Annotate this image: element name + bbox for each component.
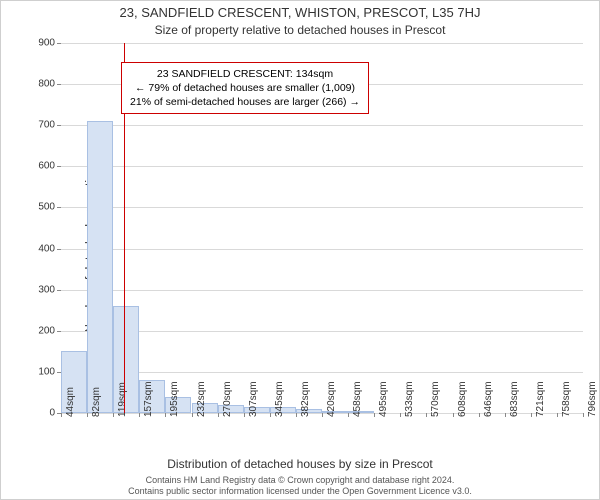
y-tick-mark xyxy=(57,290,61,291)
x-tick-mark xyxy=(583,413,584,417)
x-tick-mark xyxy=(400,413,401,417)
x-tick-label: 119sqm xyxy=(117,382,128,417)
x-tick-label: 758sqm xyxy=(561,381,572,417)
y-tick-label: 100 xyxy=(38,366,55,377)
x-tick-label: 608sqm xyxy=(457,381,468,417)
attribution-line-1: Contains HM Land Registry data © Crown c… xyxy=(146,475,455,485)
x-axis-label: Distribution of detached houses by size … xyxy=(1,457,599,471)
x-tick-label: 382sqm xyxy=(300,381,311,417)
y-tick-label: 600 xyxy=(38,161,55,172)
x-tick-mark xyxy=(218,413,219,417)
gridline xyxy=(61,249,583,250)
info-callout-line: 21% of semi-detached houses are larger (… xyxy=(130,95,360,109)
x-tick-mark xyxy=(557,413,558,417)
x-tick-mark xyxy=(192,413,193,417)
y-tick-label: 400 xyxy=(38,243,55,254)
x-tick-label: 420sqm xyxy=(326,381,337,417)
x-tick-label: 82sqm xyxy=(91,387,102,417)
gridline xyxy=(61,290,583,291)
x-tick-label: 646sqm xyxy=(483,381,494,417)
x-tick-mark xyxy=(453,413,454,417)
y-tick-label: 300 xyxy=(38,284,55,295)
y-tick-mark xyxy=(57,207,61,208)
x-tick-mark xyxy=(165,413,166,417)
x-tick-mark xyxy=(426,413,427,417)
y-tick-label: 200 xyxy=(38,325,55,336)
x-tick-mark xyxy=(270,413,271,417)
x-tick-label: 721sqm xyxy=(535,381,546,417)
x-tick-mark xyxy=(374,413,375,417)
gridline xyxy=(61,166,583,167)
x-tick-label: 195sqm xyxy=(169,381,180,417)
x-tick-mark xyxy=(113,413,114,417)
x-tick-mark xyxy=(61,413,62,417)
x-tick-mark xyxy=(296,413,297,417)
y-tick-mark xyxy=(57,43,61,44)
y-tick-mark xyxy=(57,331,61,332)
x-tick-mark xyxy=(531,413,532,417)
y-tick-label: 700 xyxy=(38,120,55,131)
y-tick-label: 0 xyxy=(49,408,55,419)
x-tick-label: 533sqm xyxy=(404,381,415,417)
attribution-text: Contains HM Land Registry data © Crown c… xyxy=(1,475,599,497)
gridline xyxy=(61,372,583,373)
x-tick-label: 345sqm xyxy=(274,381,285,417)
y-tick-mark xyxy=(57,166,61,167)
gridline xyxy=(61,125,583,126)
info-callout-box: 23 SANDFIELD CRESCENT: 134sqm← 79% of de… xyxy=(121,62,369,115)
x-tick-label: 458sqm xyxy=(352,381,363,417)
x-tick-mark xyxy=(505,413,506,417)
x-tick-label: 683sqm xyxy=(509,381,520,417)
x-tick-label: 796sqm xyxy=(587,381,598,417)
x-tick-label: 232sqm xyxy=(196,381,207,417)
x-tick-label: 570sqm xyxy=(430,381,441,417)
x-tick-label: 44sqm xyxy=(65,387,76,417)
x-tick-mark xyxy=(139,413,140,417)
x-tick-label: 307sqm xyxy=(248,381,259,417)
y-tick-mark xyxy=(57,125,61,126)
x-tick-label: 157sqm xyxy=(143,381,154,417)
x-tick-mark xyxy=(322,413,323,417)
y-tick-label: 900 xyxy=(38,38,55,49)
histogram-plot: 010020030040050060070080090044sqm82sqm11… xyxy=(61,43,583,413)
info-callout-line: 23 SANDFIELD CRESCENT: 134sqm xyxy=(130,67,360,81)
gridline xyxy=(61,43,583,44)
x-tick-label: 270sqm xyxy=(222,381,233,417)
x-tick-mark xyxy=(348,413,349,417)
x-tick-label: 495sqm xyxy=(378,381,389,417)
y-tick-label: 500 xyxy=(38,202,55,213)
attribution-line-2: Contains public sector information licen… xyxy=(128,486,472,496)
gridline xyxy=(61,331,583,332)
x-tick-mark xyxy=(87,413,88,417)
x-tick-mark xyxy=(479,413,480,417)
page-title: 23, SANDFIELD CRESCENT, WHISTON, PRESCOT… xyxy=(1,5,599,20)
y-tick-mark xyxy=(57,249,61,250)
y-tick-mark xyxy=(57,84,61,85)
gridline xyxy=(61,207,583,208)
subtitle: Size of property relative to detached ho… xyxy=(1,23,599,37)
histogram-bar xyxy=(87,121,113,413)
info-callout-line: ← 79% of detached houses are smaller (1,… xyxy=(130,81,360,95)
x-tick-mark xyxy=(244,413,245,417)
y-tick-label: 800 xyxy=(38,79,55,90)
